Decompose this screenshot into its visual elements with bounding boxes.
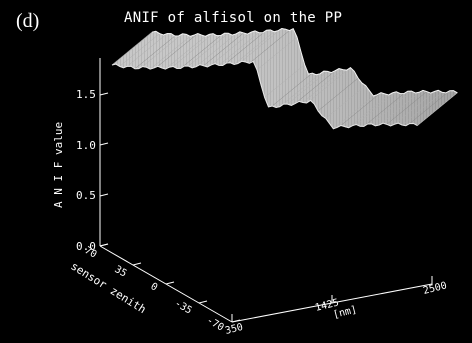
z-axis-label: A N I F value [52,122,65,208]
surface-mesh-line [310,67,351,101]
surface-mesh-line [272,72,313,107]
y-tick-label: 0 [149,281,160,294]
x-ticks [231,276,433,322]
z-tick-label: 1.0 [76,139,96,152]
surface-mesh-line [325,85,366,119]
surface-mesh-line [241,28,282,62]
surface-mesh-line [317,77,359,112]
surface-mesh [111,27,458,130]
surface-mesh-line [302,69,343,103]
surface-mesh-line [211,31,252,66]
y-tick-label: 35 [113,264,129,280]
surface-mesh-line [142,33,183,67]
chart-title: ANIF of alfisol on the PP [124,10,343,26]
surface-mesh-line [363,93,405,127]
y-tick-label: 70 [83,245,99,261]
surface-shading [112,28,458,129]
surface-mesh-line [203,32,244,66]
panel-label: (d) [16,10,40,32]
surface-mesh-line [378,92,420,126]
surface-mesh-line [233,31,275,65]
surface-mesh-line [172,33,214,67]
surface-mesh-line [150,36,191,70]
surface-mesh-line [226,30,267,64]
surface-mesh-line [409,90,450,124]
surface-mesh-line [394,91,435,125]
surface-mesh-line [195,33,237,67]
surface-mesh-line [295,70,336,104]
y-tick-label: -70 [205,315,226,334]
surface-mesh-line [417,92,458,126]
surface-mesh-line [287,71,328,105]
surface-mesh-line [127,33,168,67]
surface-mesh-line [340,92,382,126]
surface-front-edge [111,60,418,130]
surface-mesh-line [111,32,153,66]
surface-mesh-line [119,33,160,67]
surface-mesh-line [134,35,176,69]
surface-mesh-line [348,94,389,128]
x-tick-label: 350 [224,322,244,337]
surface-mesh-line [356,91,397,125]
surface-mesh-line [401,92,443,126]
surface-mesh-line [264,64,305,98]
z-tick-label: 0.0 [76,240,96,253]
surface-back-edge [151,27,458,97]
surface-mesh-line [165,36,206,70]
surface-mesh-line [180,35,221,69]
z-tick-label: 1.5 [76,88,96,101]
surface-mesh-line [256,36,298,71]
surface-mesh-line [249,30,290,64]
surface-mesh-line [279,73,321,107]
y-tick-label: -35 [173,298,194,317]
surface-mesh-line [333,95,374,129]
z-ticks [99,92,109,247]
surface-mesh-line [371,90,412,125]
surface-mesh-line [386,91,427,125]
z-tick-label: 0.5 [76,189,96,202]
surface-mesh-line [157,33,198,67]
surface-mesh-line [218,32,260,66]
y-axis-label: sensor zenith [68,260,148,317]
x-tick-label: 2500 [422,280,448,297]
surface-mesh-line [188,33,229,67]
y-ticks [99,243,241,323]
